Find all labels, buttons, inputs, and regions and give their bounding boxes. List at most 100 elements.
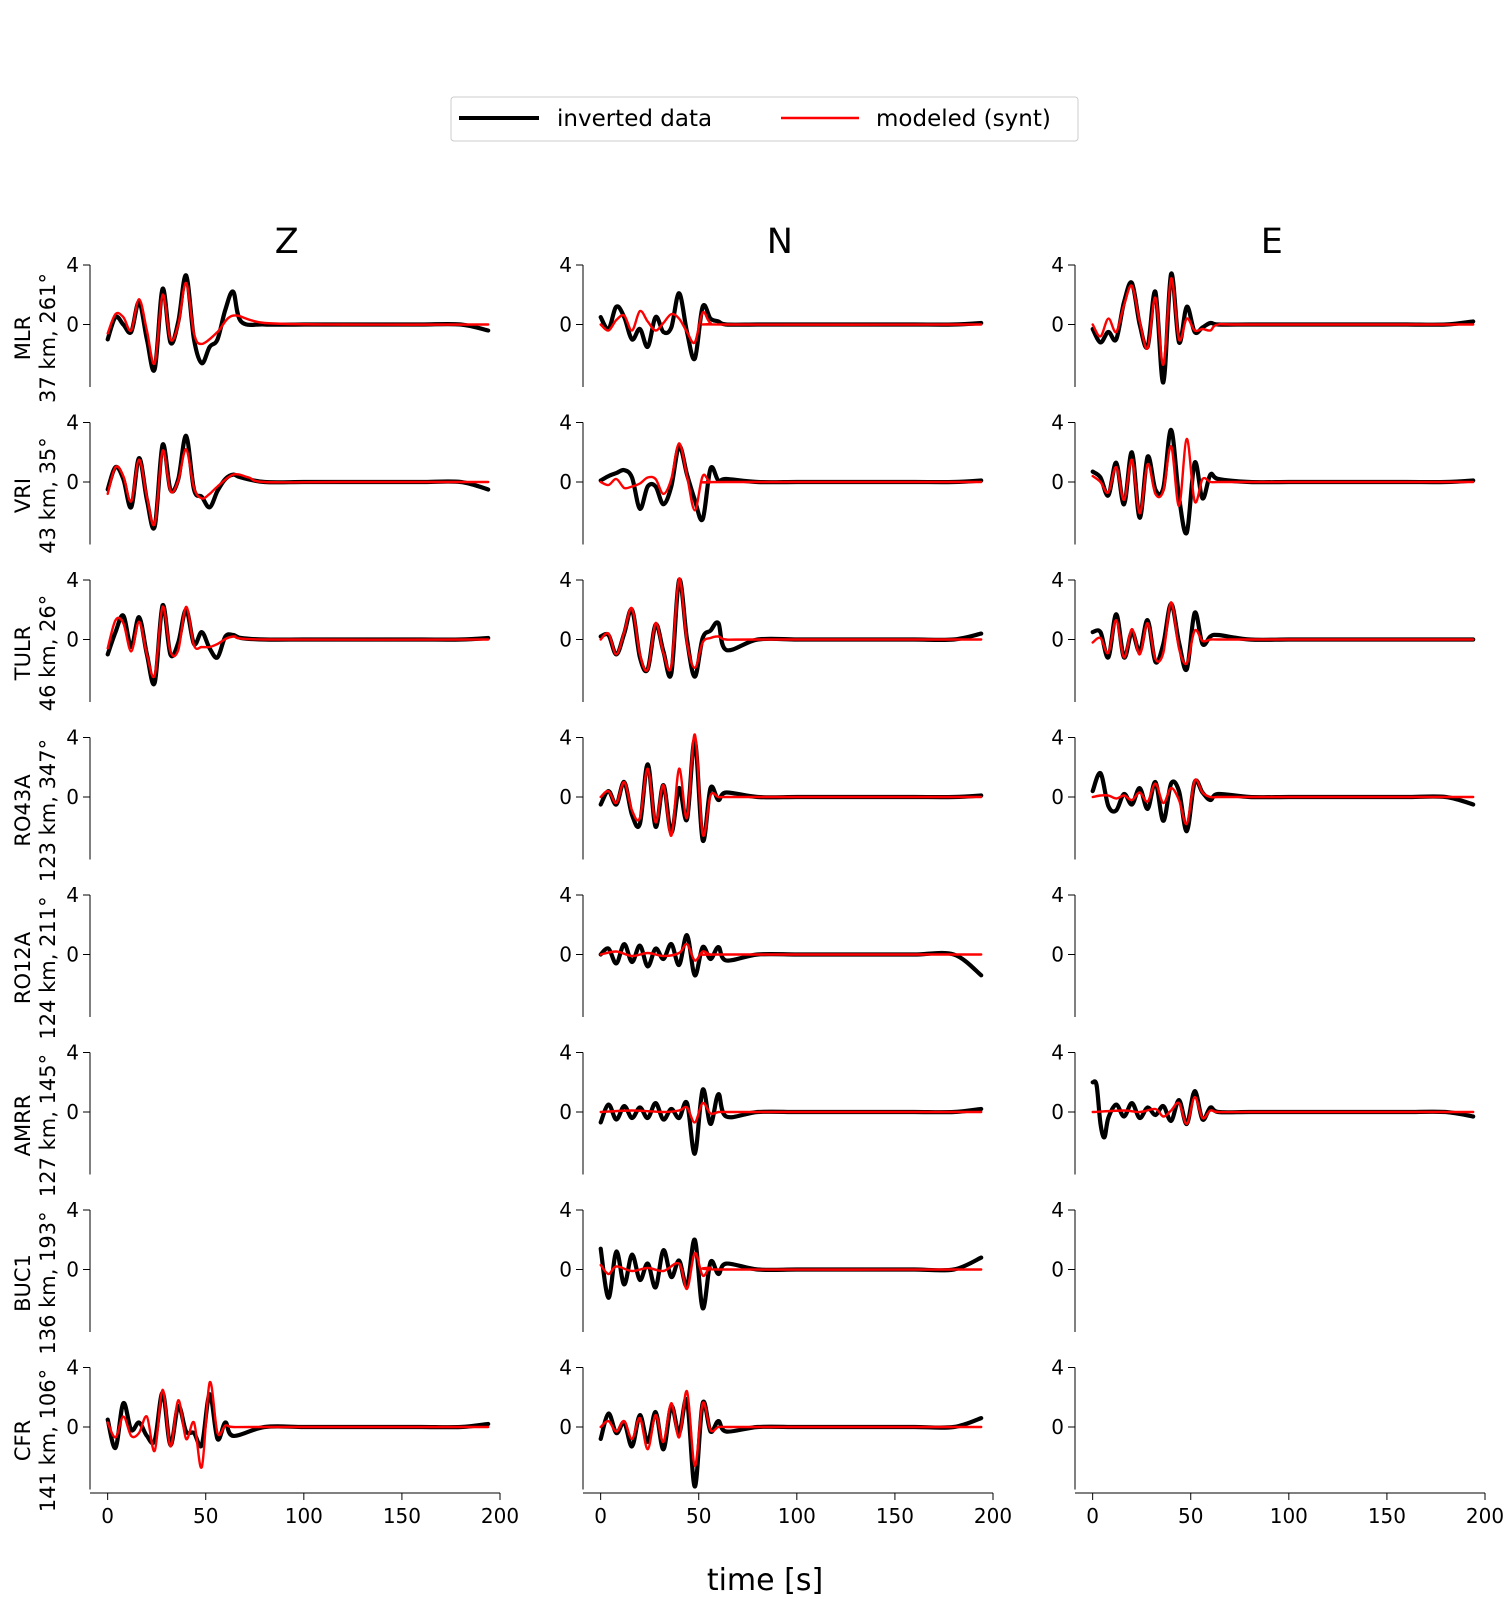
y-tick-label: 0 <box>1051 943 1064 967</box>
station-label-ro12a: RO12A 124 km, 211° <box>11 896 60 1039</box>
y-tick-label: 0 <box>66 470 79 494</box>
station-name: VRI <box>11 478 35 513</box>
y-tick-label: 0 <box>559 1258 572 1282</box>
series-line-ro43a-n-modeled <box>599 733 983 837</box>
series-line-ro43a-n-inverted <box>598 738 984 843</box>
y-tick-label: 0 <box>1051 313 1064 337</box>
x-tick-label: 50 <box>193 1504 218 1528</box>
x-tick-label: 50 <box>686 1504 711 1528</box>
panel-vri-z: 04 <box>66 411 91 545</box>
y-tick-label: 4 <box>1051 1041 1064 1065</box>
y-tick-label: 4 <box>66 253 79 277</box>
series-line-amrr-e-modeled <box>1091 1095 1475 1126</box>
station-distance-azimuth: 37 km, 261° <box>36 273 60 403</box>
x-tick-label: 200 <box>974 1504 1012 1528</box>
panel-mlr-e: 04 <box>1051 253 1076 387</box>
series-line-amrr-n-inverted <box>598 1087 984 1156</box>
y-tick-label: 0 <box>66 1415 79 1439</box>
station-name: BUC1 <box>11 1254 35 1312</box>
panel-amrr-e: 04 <box>1051 1041 1076 1175</box>
panel-amrr-n: 04 <box>559 1041 584 1175</box>
y-tick-label: 0 <box>1051 785 1064 809</box>
panel-tulr-n: 04 <box>559 568 584 702</box>
component-title-z: Z <box>275 222 299 262</box>
series-line-ro12a-n-modeled <box>599 942 983 962</box>
y-tick-label: 4 <box>1051 1356 1064 1380</box>
x-tick-label: 0 <box>1086 1504 1099 1528</box>
y-tick-label: 0 <box>66 628 79 652</box>
x-axis-label: time [s] <box>707 1563 823 1598</box>
y-tick-label: 4 <box>66 1041 79 1065</box>
x-tick-label: 100 <box>1270 1504 1308 1528</box>
y-tick-label: 4 <box>559 883 572 907</box>
panel-buc1-e: 04 <box>1051 1198 1076 1332</box>
y-tick-label: 0 <box>66 1100 79 1124</box>
component-title-e: E <box>1261 222 1283 262</box>
panel-ro43a-n: 04 <box>559 726 584 860</box>
series-line-mlr-z-inverted <box>105 273 491 373</box>
series-line-mlr-n-inverted <box>598 291 984 362</box>
x-tick-label: 100 <box>285 1504 323 1528</box>
y-tick-label: 4 <box>559 253 572 277</box>
panel-ro43a-z: 04 <box>66 726 91 860</box>
y-tick-label: 4 <box>559 1198 572 1222</box>
panel-mlr-z: 04 <box>66 253 91 387</box>
station-label-vri: VRI 43 km, 35° <box>11 437 60 554</box>
station-label-mlr: MLR 37 km, 261° <box>11 273 60 403</box>
y-tick-label: 0 <box>1051 628 1064 652</box>
panel-vri-n: 04 <box>559 411 584 545</box>
panel-buc1-z: 04 <box>66 1198 91 1332</box>
y-tick-label: 0 <box>559 313 572 337</box>
series-line-buc1-n-modeled <box>599 1251 983 1291</box>
component-title-n: N <box>767 222 793 262</box>
x-tick-label: 0 <box>101 1504 114 1528</box>
station-distance-azimuth: 46 km, 26° <box>36 595 60 712</box>
series-line-buc1-n-inverted <box>598 1237 984 1311</box>
series-line-ro43a-e-modeled <box>1091 778 1475 826</box>
station-name: MLR <box>11 316 35 360</box>
y-tick-label: 4 <box>66 1356 79 1380</box>
y-tick-label: 0 <box>66 785 79 809</box>
panel-tulr-e: 04 <box>1051 568 1076 702</box>
series-line-cfr-z-modeled <box>106 1381 490 1469</box>
y-tick-label: 0 <box>559 785 572 809</box>
y-tick-label: 0 <box>1051 470 1064 494</box>
station-distance-azimuth: 43 km, 35° <box>36 437 60 554</box>
x-tick-label: 150 <box>383 1504 421 1528</box>
y-tick-label: 4 <box>1051 568 1064 592</box>
series-line-amrr-n-modeled <box>599 1101 983 1124</box>
y-tick-label: 4 <box>66 568 79 592</box>
y-tick-label: 0 <box>1051 1415 1064 1439</box>
station-name: AMRR <box>11 1095 35 1157</box>
y-tick-label: 4 <box>559 568 572 592</box>
x-tick-label: 150 <box>876 1504 914 1528</box>
series-line-mlr-z-modeled <box>106 281 490 366</box>
panel-cfr-z: 04 <box>66 1356 91 1490</box>
y-tick-label: 0 <box>559 628 572 652</box>
panel-ro43a-e: 04 <box>1051 726 1076 860</box>
x-axis-e: 0 50 100 150 200 <box>1075 1492 1504 1528</box>
station-name: CFR <box>11 1420 35 1461</box>
y-tick-label: 0 <box>559 1100 572 1124</box>
y-tick-label: 0 <box>1051 1100 1064 1124</box>
x-tick-label: 100 <box>778 1504 816 1528</box>
panel-tulr-z: 04 <box>66 568 91 702</box>
y-tick-label: 0 <box>66 1258 79 1282</box>
panel-amrr-z: 04 <box>66 1041 91 1175</box>
panel-vri-e: 04 <box>1051 411 1076 545</box>
x-tick-label: 200 <box>481 1504 519 1528</box>
series-line-mlr-e-modeled <box>1091 277 1475 366</box>
station-distance-azimuth: 123 km, 347° <box>36 739 60 882</box>
y-tick-label: 4 <box>559 411 572 435</box>
station-distance-azimuth: 124 km, 211° <box>36 896 60 1039</box>
y-tick-label: 4 <box>559 726 572 750</box>
series-line-tulr-n-modeled <box>599 577 983 672</box>
y-tick-label: 4 <box>1051 1198 1064 1222</box>
station-distance-azimuth: 127 km, 145° <box>36 1054 60 1197</box>
y-tick-label: 4 <box>1051 726 1064 750</box>
station-label-ro43a: RO43A 123 km, 347° <box>11 739 60 882</box>
y-tick-label: 4 <box>559 1041 572 1065</box>
y-tick-label: 4 <box>66 883 79 907</box>
y-tick-label: 4 <box>66 1198 79 1222</box>
